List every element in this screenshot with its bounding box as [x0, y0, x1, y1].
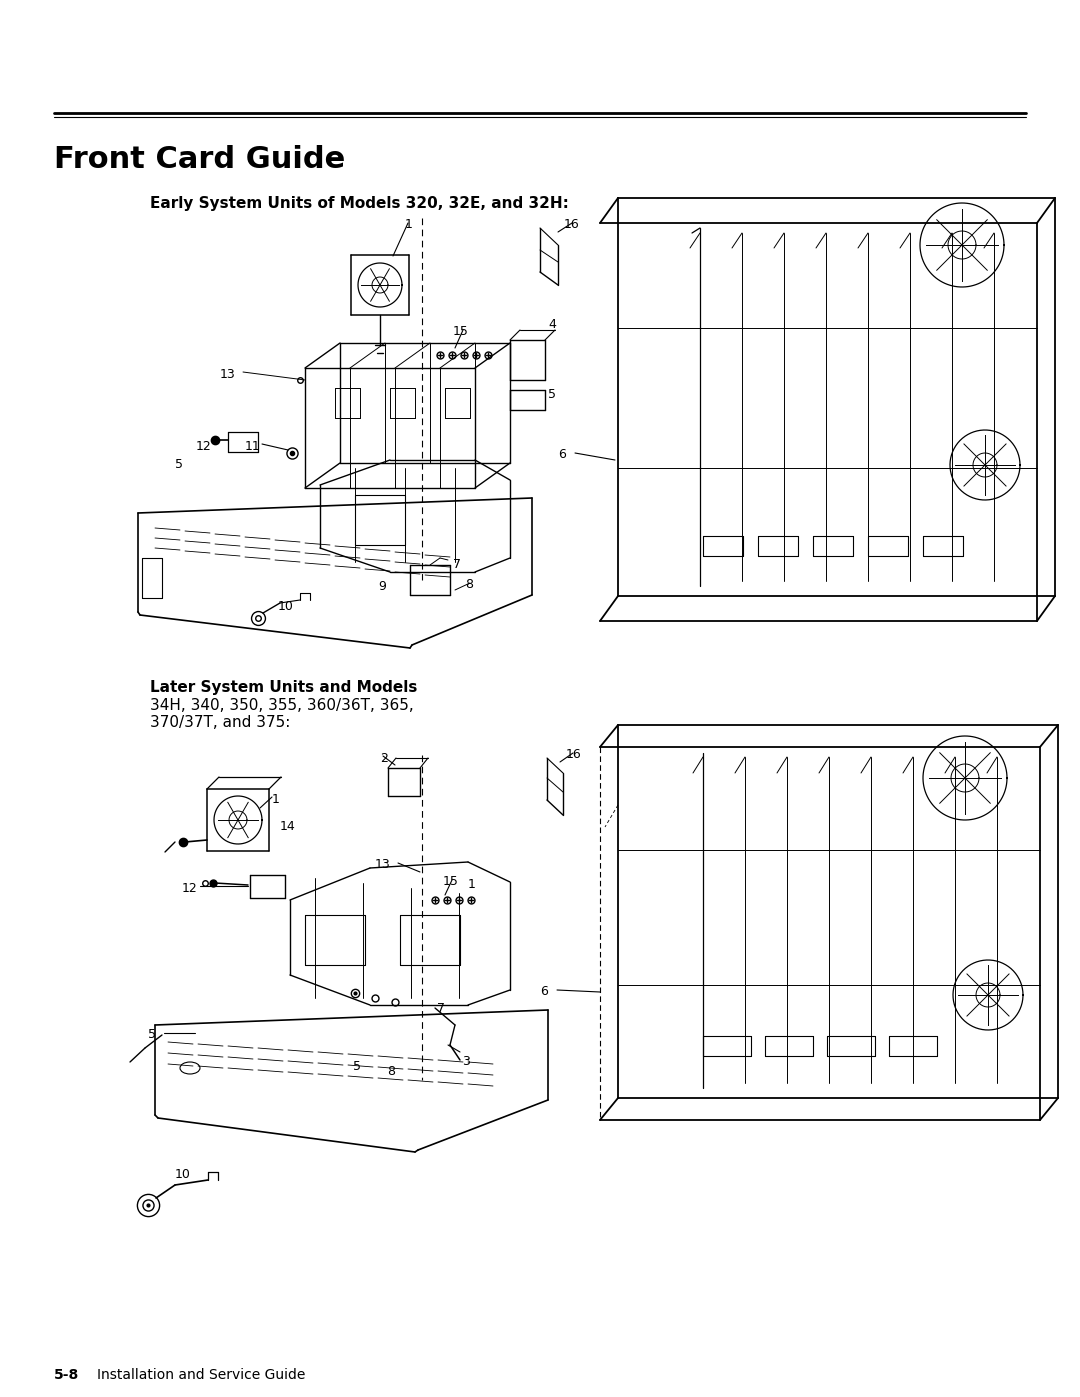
Text: 6: 6: [558, 448, 566, 461]
Text: 1: 1: [272, 793, 280, 806]
Text: 8: 8: [387, 1065, 395, 1078]
Text: 13: 13: [375, 858, 391, 870]
Text: 7: 7: [437, 1002, 445, 1016]
Text: 2: 2: [380, 752, 388, 766]
Text: 5: 5: [148, 1028, 156, 1041]
Text: 12: 12: [195, 440, 212, 453]
Text: Front Card Guide: Front Card Guide: [54, 145, 346, 175]
Text: 10: 10: [278, 599, 294, 613]
Text: 34H, 340, 350, 355, 360/36T, 365,: 34H, 340, 350, 355, 360/36T, 365,: [150, 698, 414, 712]
Text: 4: 4: [548, 319, 556, 331]
Text: 11: 11: [245, 440, 260, 453]
Text: 7: 7: [453, 557, 461, 571]
Text: 1: 1: [468, 877, 476, 891]
Text: 16: 16: [566, 747, 582, 761]
Text: 10: 10: [175, 1168, 191, 1180]
Text: 12: 12: [183, 882, 198, 895]
Text: 15: 15: [443, 875, 459, 888]
Text: 3: 3: [462, 1055, 470, 1067]
Text: 9: 9: [378, 580, 386, 592]
Text: 5-8: 5-8: [54, 1368, 79, 1382]
Text: 8: 8: [465, 578, 473, 591]
Text: 13: 13: [220, 367, 235, 381]
Text: 15: 15: [453, 326, 469, 338]
Text: 16: 16: [564, 218, 580, 231]
Text: 14: 14: [280, 820, 296, 833]
Text: Installation and Service Guide: Installation and Service Guide: [97, 1368, 306, 1382]
Text: Later System Units and Models: Later System Units and Models: [150, 680, 417, 694]
Text: 5: 5: [175, 458, 183, 471]
Text: 5: 5: [548, 388, 556, 401]
Text: Early System Units of Models 320, 32E, and 32H:: Early System Units of Models 320, 32E, a…: [150, 196, 569, 211]
Text: 370/37T, and 375:: 370/37T, and 375:: [150, 715, 291, 731]
Text: 6: 6: [540, 985, 548, 997]
Text: 5: 5: [353, 1060, 361, 1073]
Text: 1: 1: [405, 218, 413, 231]
